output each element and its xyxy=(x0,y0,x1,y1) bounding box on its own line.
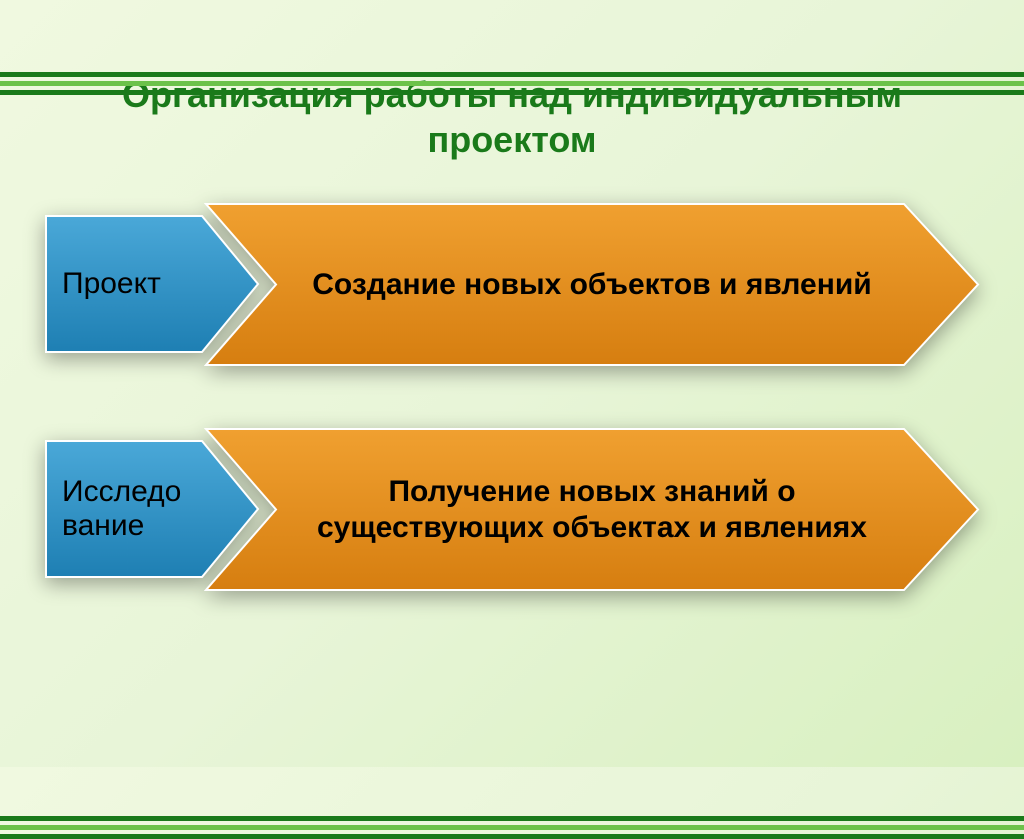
stripe-dark xyxy=(0,90,1024,95)
arrow-left-label: Проект xyxy=(62,267,161,301)
arrow-right-project: Создание новых объектов и явлений xyxy=(204,202,980,367)
arrow-right-label: Создание новых объектов и явлений xyxy=(312,267,871,303)
arrow-row-project: Создание новых объектов и явлений Проект xyxy=(44,202,980,367)
stripe-dark xyxy=(0,834,1024,839)
arrow-row-research: Получение новых знаний о существующих об… xyxy=(44,427,980,592)
arrows-container: Создание новых объектов и явлений Проект xyxy=(0,202,1024,592)
top-stripe-group xyxy=(0,72,1024,95)
arrow-left-project: Проект xyxy=(44,214,260,354)
arrow-left-research: Исследо вание xyxy=(44,439,260,579)
arrow-right-research: Получение новых знаний о существующих об… xyxy=(204,427,980,592)
bottom-stripe-group xyxy=(0,816,1024,839)
arrow-left-label: Исследо вание xyxy=(62,475,220,543)
arrow-right-label: Получение новых знаний о существующих об… xyxy=(294,474,890,546)
